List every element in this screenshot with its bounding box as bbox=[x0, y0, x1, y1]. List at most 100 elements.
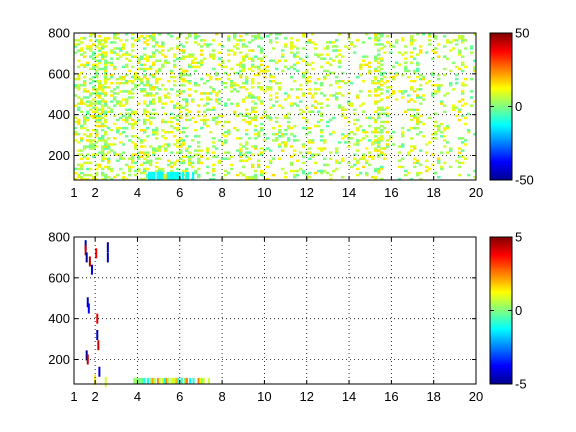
heatmap-cell bbox=[458, 155, 462, 158]
grid-lines-1 bbox=[74, 33, 476, 180]
heatmap-cell bbox=[149, 94, 153, 97]
heatmap-cell bbox=[104, 65, 108, 69]
heatmap-cell bbox=[311, 139, 315, 142]
heatmap-cell bbox=[125, 108, 129, 111]
heatmap-cell bbox=[95, 141, 99, 144]
heatmap-cell bbox=[356, 94, 360, 97]
heatmap-cell bbox=[101, 104, 105, 107]
heatmap-cell bbox=[461, 84, 465, 87]
heatmap-cell bbox=[95, 110, 99, 114]
heatmap-cell bbox=[140, 177, 144, 181]
heatmap-cell bbox=[104, 157, 108, 160]
heatmap-cell bbox=[77, 77, 81, 81]
heatmap-cell bbox=[88, 256, 91, 267]
heatmap-cell bbox=[245, 82, 249, 85]
heatmap-cell bbox=[386, 139, 390, 142]
heatmap-cell bbox=[134, 153, 138, 156]
heatmap-cell bbox=[152, 86, 156, 89]
heatmap-cell bbox=[440, 151, 444, 154]
heatmap-cell bbox=[389, 86, 393, 89]
heatmap-cell bbox=[317, 120, 321, 124]
heatmap-cell bbox=[83, 133, 87, 136]
x-tick-label: 1 bbox=[70, 185, 77, 200]
heatmap-cell bbox=[314, 53, 318, 56]
heatmap-cell bbox=[326, 124, 330, 128]
heatmap-cell bbox=[164, 137, 168, 140]
heatmap-cell bbox=[422, 98, 426, 101]
heatmap-cell bbox=[74, 94, 78, 97]
heatmap-cell bbox=[242, 55, 246, 58]
heatmap-cell bbox=[101, 145, 105, 148]
heatmap-cell bbox=[383, 108, 387, 111]
heatmap-cell bbox=[230, 163, 234, 167]
heatmap-cell bbox=[278, 59, 282, 62]
heatmap-cell bbox=[401, 37, 405, 40]
heatmap-cell bbox=[197, 161, 201, 165]
heatmap-cell bbox=[314, 92, 318, 95]
heatmap-cell bbox=[200, 77, 204, 81]
heatmap-cell bbox=[416, 69, 420, 73]
heatmap-cell bbox=[134, 122, 138, 126]
heatmap-cell bbox=[326, 171, 330, 175]
heatmap-cell bbox=[290, 37, 294, 40]
heatmap-cell bbox=[104, 165, 108, 169]
heatmap-cell bbox=[137, 84, 141, 87]
heatmap-cell bbox=[281, 167, 285, 171]
heatmap-cell bbox=[221, 124, 225, 128]
heatmap-cell bbox=[212, 163, 216, 167]
heatmap-cell bbox=[182, 169, 186, 173]
heatmap-cell bbox=[206, 171, 210, 175]
heatmap-cell bbox=[461, 61, 465, 65]
heatmap-cell bbox=[149, 122, 153, 126]
heatmap-cell bbox=[158, 147, 162, 150]
heatmap-cell bbox=[320, 118, 324, 122]
heatmap-cell bbox=[188, 155, 192, 158]
heatmap-cell bbox=[263, 149, 267, 152]
heatmap-cell bbox=[248, 137, 252, 140]
heatmap-cell bbox=[425, 151, 429, 154]
heatmap-cell bbox=[89, 104, 93, 107]
heatmap-cell bbox=[254, 173, 258, 177]
heatmap-cell bbox=[98, 39, 102, 42]
heatmap-cell bbox=[386, 131, 390, 134]
heatmap-cell bbox=[239, 155, 243, 158]
heatmap-cell bbox=[332, 41, 336, 44]
heatmap-cell bbox=[77, 108, 81, 111]
heatmap-cell bbox=[200, 53, 204, 56]
heatmap-cell bbox=[380, 177, 384, 181]
heatmap-cell bbox=[104, 173, 108, 177]
heatmap-cell bbox=[302, 116, 306, 120]
heatmap-cell bbox=[368, 163, 372, 167]
heatmap-cell bbox=[185, 167, 189, 171]
heatmap-cell bbox=[161, 167, 165, 171]
heatmap-cell bbox=[269, 39, 273, 42]
heatmap-cell bbox=[179, 116, 183, 120]
heatmap-cell bbox=[236, 137, 240, 140]
heatmap-cell bbox=[368, 37, 372, 40]
heatmap-cell bbox=[125, 135, 129, 138]
heatmap-cell bbox=[278, 135, 282, 138]
heatmap-cell bbox=[227, 151, 231, 154]
heatmap-cell bbox=[122, 43, 126, 46]
heatmap-cell bbox=[113, 122, 117, 126]
heatmap-cell bbox=[446, 126, 450, 130]
x-tick-labels-1: 1 2 4 6 8 10 12 14 16 18 20 bbox=[70, 33, 483, 200]
heatmap-cell bbox=[296, 88, 300, 91]
heatmap-cell bbox=[197, 65, 201, 69]
heatmap-cell bbox=[368, 94, 372, 97]
heatmap-cell bbox=[143, 112, 147, 116]
heatmap-cell bbox=[80, 98, 84, 101]
heatmap-cell bbox=[401, 145, 405, 148]
heatmap-cell bbox=[269, 88, 273, 91]
heatmap-cell bbox=[101, 55, 105, 58]
heatmap-cell bbox=[302, 73, 306, 77]
heatmap-cell bbox=[323, 163, 327, 167]
heatmap-cell bbox=[311, 110, 315, 114]
heatmap-cell bbox=[377, 57, 381, 60]
heatmap-cell bbox=[194, 33, 198, 36]
heatmap-cell bbox=[374, 135, 378, 138]
heatmap-cell bbox=[153, 377, 156, 385]
heatmap-cell bbox=[284, 171, 288, 175]
heatmap-cell bbox=[431, 73, 435, 77]
heatmap-cell bbox=[155, 43, 159, 46]
